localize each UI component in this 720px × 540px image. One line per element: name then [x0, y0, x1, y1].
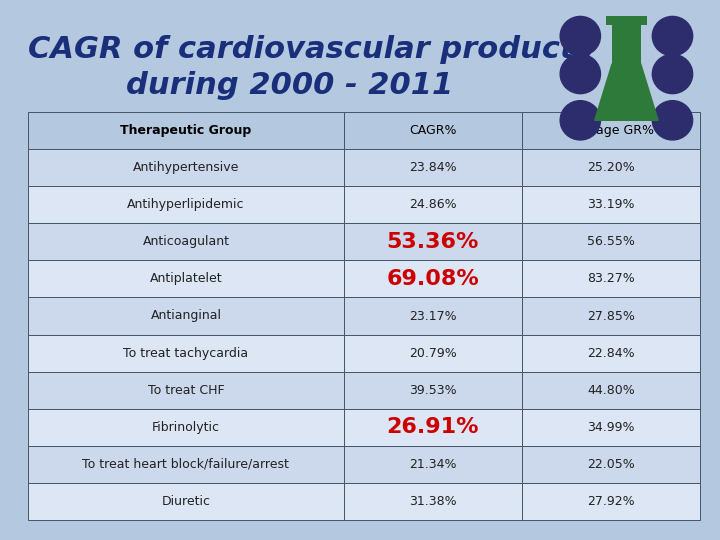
Bar: [522, 446, 700, 483]
Bar: [28, 409, 344, 446]
Bar: [28, 223, 344, 260]
Circle shape: [560, 16, 600, 56]
Text: To treat tachycardia: To treat tachycardia: [123, 347, 248, 360]
Text: 39.53%: 39.53%: [409, 384, 456, 397]
Bar: [344, 223, 522, 260]
Bar: [344, 260, 522, 298]
Bar: [522, 260, 700, 298]
Bar: [28, 335, 344, 372]
Text: Diuretic: Diuretic: [161, 495, 210, 508]
Text: 22.84%: 22.84%: [587, 347, 635, 360]
Circle shape: [652, 100, 693, 140]
Text: 24.86%: 24.86%: [409, 198, 456, 211]
Bar: [344, 298, 522, 335]
Text: Fibrinolytic: Fibrinolytic: [152, 421, 220, 434]
Bar: [344, 409, 522, 446]
Text: 31.38%: 31.38%: [409, 495, 456, 508]
Bar: [344, 372, 522, 409]
Bar: [28, 260, 344, 298]
Bar: [344, 335, 522, 372]
Text: 69.08%: 69.08%: [387, 269, 480, 289]
Bar: [28, 483, 344, 520]
Bar: [522, 372, 700, 409]
Text: CAGR of cardiovascular products: CAGR of cardiovascular products: [27, 36, 593, 64]
Text: during 2000 - 2011: during 2000 - 2011: [127, 71, 454, 99]
Circle shape: [560, 55, 600, 93]
Text: Average GR%: Average GR%: [568, 124, 654, 137]
Bar: [344, 186, 522, 223]
Bar: [344, 112, 522, 149]
Text: Anticoagulant: Anticoagulant: [143, 235, 230, 248]
Text: 25.20%: 25.20%: [587, 161, 635, 174]
Circle shape: [652, 55, 693, 93]
Text: CAGR%: CAGR%: [409, 124, 456, 137]
Text: 23.84%: 23.84%: [409, 161, 456, 174]
Bar: [612, 22, 641, 64]
Text: 56.55%: 56.55%: [587, 235, 635, 248]
Text: 27.92%: 27.92%: [587, 495, 635, 508]
Text: 27.85%: 27.85%: [587, 309, 635, 322]
Text: Antihyperlipidemic: Antihyperlipidemic: [127, 198, 245, 211]
Circle shape: [560, 100, 600, 140]
Text: 23.17%: 23.17%: [409, 309, 456, 322]
Bar: [28, 186, 344, 223]
Bar: [28, 446, 344, 483]
Bar: [28, 298, 344, 335]
Text: 33.19%: 33.19%: [588, 198, 635, 211]
Bar: [344, 483, 522, 520]
Bar: [522, 335, 700, 372]
Bar: [344, 446, 522, 483]
Bar: [606, 16, 647, 25]
Bar: [522, 186, 700, 223]
Text: To treat CHF: To treat CHF: [148, 384, 224, 397]
Text: 20.79%: 20.79%: [409, 347, 456, 360]
Text: 26.91%: 26.91%: [387, 417, 479, 437]
Text: 22.05%: 22.05%: [587, 458, 635, 471]
Polygon shape: [595, 64, 658, 120]
Bar: [522, 483, 700, 520]
Bar: [28, 149, 344, 186]
Bar: [28, 372, 344, 409]
Bar: [522, 112, 700, 149]
Bar: [522, 298, 700, 335]
Text: Therapeutic Group: Therapeutic Group: [120, 124, 251, 137]
Text: To treat heart block/failure/arrest: To treat heart block/failure/arrest: [83, 458, 289, 471]
Bar: [344, 149, 522, 186]
Bar: [28, 112, 344, 149]
Text: 34.99%: 34.99%: [588, 421, 635, 434]
Text: 21.34%: 21.34%: [409, 458, 456, 471]
Text: 83.27%: 83.27%: [587, 272, 635, 286]
Text: Antiplatelet: Antiplatelet: [150, 272, 222, 286]
Bar: [522, 409, 700, 446]
Text: 53.36%: 53.36%: [387, 232, 479, 252]
Bar: [522, 149, 700, 186]
Text: Antihypertensive: Antihypertensive: [132, 161, 239, 174]
Circle shape: [652, 16, 693, 56]
Text: Antianginal: Antianginal: [150, 309, 222, 322]
Text: 44.80%: 44.80%: [587, 384, 635, 397]
Bar: [522, 223, 700, 260]
